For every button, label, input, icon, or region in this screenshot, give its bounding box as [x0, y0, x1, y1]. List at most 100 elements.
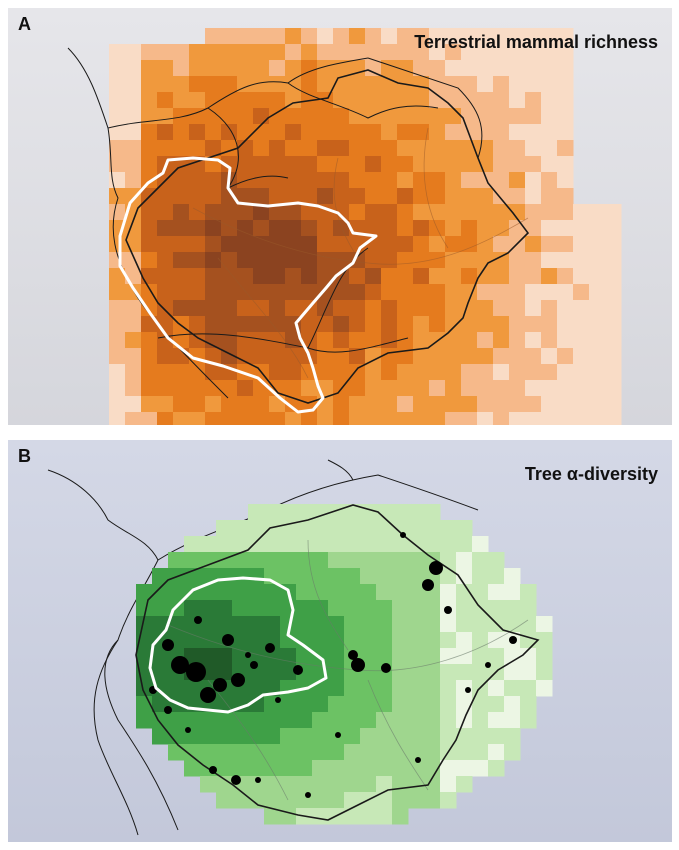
grid-cell [189, 188, 206, 205]
grid-cell [573, 220, 590, 237]
grid-cell [285, 92, 302, 109]
grid-cell [445, 364, 462, 381]
grid-cell [445, 236, 462, 253]
grid-cell [264, 744, 281, 761]
grid-cell [173, 92, 190, 109]
grid-cell [333, 188, 350, 205]
grid-cell [189, 108, 206, 125]
grid-cell [205, 44, 222, 61]
grid-cell [525, 92, 542, 109]
grid-cell [349, 268, 366, 285]
grid-cell [557, 236, 574, 253]
grid-cell [221, 76, 238, 93]
grid-cell [216, 568, 233, 585]
grid-cell [264, 664, 281, 681]
grid-cell [248, 552, 265, 569]
grid-cell [445, 316, 462, 333]
grid-cell [221, 108, 238, 125]
grid-cell [456, 632, 473, 649]
grid-cell [232, 728, 249, 745]
plot-marker [231, 673, 245, 687]
grid-cell [392, 728, 409, 745]
grid-cell [429, 92, 446, 109]
grid-cell [397, 220, 414, 237]
grid-cell [461, 60, 478, 77]
grid-cell [269, 268, 286, 285]
grid-cell [376, 648, 393, 665]
grid-cell [397, 92, 414, 109]
grid-cell [280, 696, 297, 713]
grid-cell [141, 220, 158, 237]
grid-cell [360, 776, 377, 793]
grid-cell [541, 220, 558, 237]
grid-cell [509, 76, 526, 93]
grid-cell [381, 108, 398, 125]
grid-cell [216, 744, 233, 761]
grid-cell [525, 60, 542, 77]
grid-cell [317, 44, 334, 61]
grid-cell [408, 744, 425, 761]
grid-cell [456, 760, 473, 777]
grid-cell [477, 204, 494, 221]
grid-cell [157, 60, 174, 77]
grid-cell [413, 364, 430, 381]
grid-cell [296, 728, 313, 745]
grid-cell [557, 220, 574, 237]
grid-cell [392, 696, 409, 713]
grid-cell [184, 600, 201, 617]
grid-cell [488, 584, 505, 601]
grid-cell [477, 220, 494, 237]
grid-cell [157, 284, 174, 301]
plot-marker [275, 697, 281, 703]
grid-cell [456, 520, 473, 537]
grid-cell [317, 172, 334, 189]
grid-cell [312, 760, 329, 777]
grid-cell [248, 680, 265, 697]
grid-cell [392, 808, 409, 825]
grid-cell [392, 600, 409, 617]
grid-cell [365, 156, 382, 173]
grid-cell [413, 316, 430, 333]
plot-marker [422, 579, 434, 591]
grid-cell [541, 60, 558, 77]
grid-cell [525, 108, 542, 125]
grid-cell [429, 236, 446, 253]
grid-cell [445, 76, 462, 93]
grid-cell [125, 348, 142, 365]
grid-cell [413, 60, 430, 77]
grid-cell [344, 536, 361, 553]
grid-cell [157, 380, 174, 397]
grid-cell [232, 536, 249, 553]
grid-cell [461, 76, 478, 93]
grid-cell [424, 680, 441, 697]
grid-cell [216, 600, 233, 617]
grid-cell [221, 60, 238, 77]
grid-cell [429, 156, 446, 173]
grid-cell [493, 364, 510, 381]
grid-cell [168, 552, 185, 569]
grid-cell [269, 108, 286, 125]
grid-cell [312, 520, 329, 537]
grid-cell [493, 300, 510, 317]
grid-cell [477, 236, 494, 253]
grid-cell [253, 156, 270, 173]
grid-cell [541, 28, 558, 45]
grid-cell [557, 348, 574, 365]
grid-cell [440, 648, 457, 665]
grid-cell [541, 348, 558, 365]
grid-cell [109, 412, 126, 425]
grid-cell [216, 536, 233, 553]
grid-cell [333, 92, 350, 109]
grid-cell [109, 60, 126, 77]
grid-cell [221, 284, 238, 301]
grid-cell [328, 552, 345, 569]
plot-marker [171, 656, 189, 674]
grid-cell [429, 364, 446, 381]
grid-cell [525, 380, 542, 397]
grid-cell [461, 316, 478, 333]
grid-cell [525, 76, 542, 93]
grid-cell [269, 44, 286, 61]
grid-cell [152, 568, 169, 585]
grid-cell [360, 616, 377, 633]
grid-cell [381, 236, 398, 253]
